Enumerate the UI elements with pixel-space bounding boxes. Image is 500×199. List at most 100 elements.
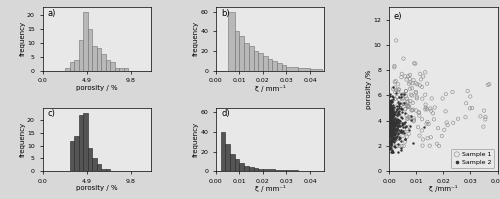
Sample 1 xyxy=(406,87,414,90)
Sample 1 xyxy=(403,117,411,120)
Sample 2 xyxy=(391,137,399,140)
Sample 2 xyxy=(386,110,394,113)
Sample 2 xyxy=(386,124,394,128)
Sample 2 xyxy=(386,100,394,104)
Bar xyxy=(286,67,298,71)
Sample 2 xyxy=(388,139,396,142)
Sample 1 xyxy=(428,97,436,100)
Bar xyxy=(96,164,101,171)
Sample 2 xyxy=(388,124,396,127)
Sample 2 xyxy=(388,122,396,125)
Sample 1 xyxy=(422,106,430,109)
Sample 2 xyxy=(386,121,394,125)
Sample 2 xyxy=(398,123,406,126)
Sample 2 xyxy=(388,131,396,134)
Sample 2 xyxy=(392,128,400,132)
Sample 1 xyxy=(464,89,471,93)
Sample 1 xyxy=(449,121,457,124)
Sample 2 xyxy=(389,104,397,107)
Sample 2 xyxy=(390,138,398,141)
Sample 2 xyxy=(386,118,394,121)
Sample 2 xyxy=(390,140,398,143)
Sample 2 xyxy=(394,111,402,115)
Sample 1 xyxy=(412,82,420,85)
Sample 1 xyxy=(408,109,416,112)
Sample 2 xyxy=(387,123,395,126)
Sample 2 xyxy=(387,100,395,103)
Sample 1 xyxy=(412,109,420,112)
Sample 2 xyxy=(391,128,399,131)
Sample 1 xyxy=(415,111,423,114)
Sample 2 xyxy=(386,117,394,121)
Sample 2 xyxy=(386,112,394,115)
Bar xyxy=(96,49,101,71)
Sample 1 xyxy=(418,144,426,147)
Sample 2 xyxy=(391,129,399,132)
Sample 2 xyxy=(390,114,398,117)
Bar xyxy=(282,65,286,71)
Bar xyxy=(70,62,74,71)
Sample 1 xyxy=(406,77,413,80)
Sample 2 xyxy=(387,135,395,138)
Sample 1 xyxy=(484,83,492,87)
Sample 1 xyxy=(418,129,426,132)
Sample 2 xyxy=(388,101,396,104)
Bar xyxy=(286,170,298,171)
Sample 1 xyxy=(393,117,401,121)
Sample 1 xyxy=(442,121,450,124)
Sample 2 xyxy=(387,124,395,127)
Sample 2 xyxy=(388,110,396,113)
Text: b): b) xyxy=(221,9,230,18)
Sample 2 xyxy=(386,129,394,132)
Sample 1 xyxy=(405,105,413,109)
Bar xyxy=(70,141,74,171)
Sample 2 xyxy=(396,115,404,118)
Bar xyxy=(92,158,96,171)
Sample 2 xyxy=(387,106,395,110)
Sample 2 xyxy=(386,142,394,145)
Sample 2 xyxy=(388,104,396,108)
Sample 1 xyxy=(412,91,420,94)
Sample 2 xyxy=(401,137,409,140)
Sample 2 xyxy=(387,116,395,119)
Sample 1 xyxy=(390,64,398,67)
Sample 1 xyxy=(496,76,500,79)
Sample 2 xyxy=(388,128,396,131)
Sample 1 xyxy=(396,113,404,117)
Sample 2 xyxy=(394,105,402,108)
Sample 2 xyxy=(390,131,398,134)
Sample 2 xyxy=(396,120,404,123)
Sample 2 xyxy=(387,139,395,143)
Sample 1 xyxy=(391,86,399,89)
Sample 1 xyxy=(402,89,410,93)
Sample 2 xyxy=(385,131,393,134)
Sample 2 xyxy=(390,145,398,148)
X-axis label: porosity / %: porosity / % xyxy=(76,185,118,191)
Sample 2 xyxy=(386,145,394,148)
Sample 1 xyxy=(406,100,414,103)
Sample 1 xyxy=(454,117,462,120)
Sample 2 xyxy=(393,129,401,132)
Sample 2 xyxy=(386,104,394,107)
Bar xyxy=(240,36,244,71)
Sample 1 xyxy=(442,110,450,113)
Sample 1 xyxy=(440,128,448,131)
Sample 2 xyxy=(390,112,398,115)
Bar xyxy=(220,132,226,171)
Sample 1 xyxy=(412,90,420,94)
X-axis label: ξ / mm⁻¹: ξ / mm⁻¹ xyxy=(254,85,286,92)
Sample 2 xyxy=(386,129,394,132)
Sample 2 xyxy=(392,109,400,113)
Sample 2 xyxy=(398,131,406,134)
Sample 2 xyxy=(389,127,397,130)
Sample 2 xyxy=(388,119,396,123)
Sample 2 xyxy=(392,118,400,122)
Bar xyxy=(268,59,272,71)
Sample 1 xyxy=(442,93,450,96)
Sample 2 xyxy=(390,128,398,131)
Sample 2 xyxy=(387,111,395,114)
Sample 2 xyxy=(392,113,400,116)
Sample 2 xyxy=(389,123,397,127)
Bar xyxy=(228,12,234,71)
Sample 2 xyxy=(388,95,396,98)
